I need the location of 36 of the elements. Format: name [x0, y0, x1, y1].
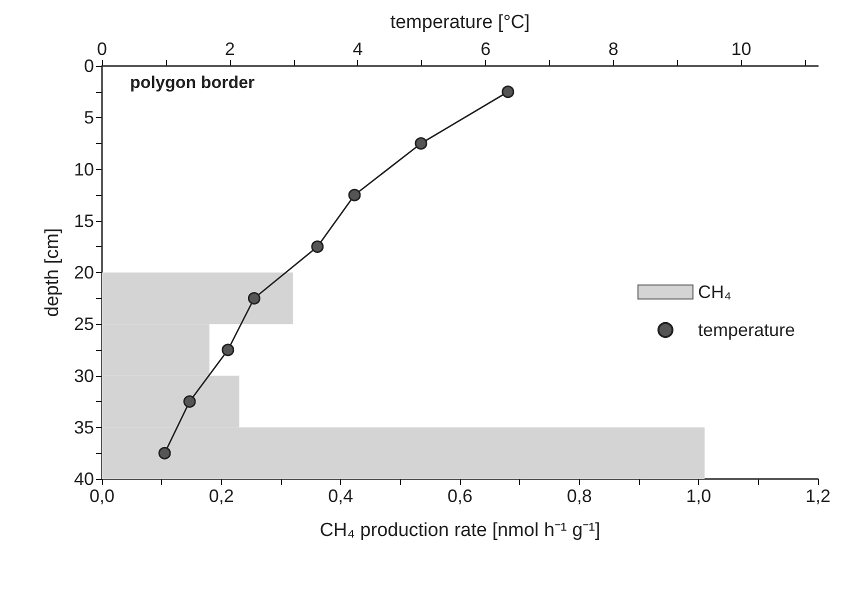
annotation: polygon border [130, 73, 256, 92]
y-tick-label: 15 [74, 210, 94, 231]
point [311, 240, 324, 253]
x-tick-label: 1,0 [686, 486, 712, 506]
x2-tick-label: 2 [224, 39, 235, 59]
y-tick-label: 35 [74, 417, 94, 438]
y-tick-label: 40 [74, 469, 94, 489]
y-tick-label: 30 [74, 366, 94, 386]
legend-label: temperature [698, 320, 796, 340]
y-tick-label: 25 [74, 314, 94, 334]
y-tick-label: 20 [74, 262, 94, 282]
x2-axis-title: temperature [°C] [390, 12, 530, 33]
x-tick-label: 0,4 [328, 486, 354, 506]
y-tick-label: 10 [74, 159, 94, 180]
legend-label: CH₄ [698, 282, 732, 302]
point [248, 292, 260, 305]
x-tick-label: 0,0 [89, 486, 115, 506]
x-tick-label: 1,2 [805, 486, 831, 506]
x-tick-label: 0,2 [208, 486, 234, 506]
y-tick-label: 5 [84, 108, 94, 128]
x-axis-title: CH₄ production rate [nmol h⁻¹ g⁻¹] [320, 520, 600, 541]
point [222, 344, 234, 356]
point [158, 446, 171, 460]
point [414, 137, 428, 150]
y-axis-title: depth [cm] [42, 228, 63, 317]
point [183, 395, 196, 408]
x2-tick-label: 8 [608, 39, 618, 59]
x2-tick-label: 0 [96, 39, 108, 59]
point [348, 188, 361, 202]
x2-tick-label: 4 [352, 39, 363, 59]
x-tick-label: 0,8 [566, 486, 592, 506]
x-tick-label: 0,6 [447, 486, 473, 506]
point [502, 86, 514, 98]
x2-tick-label: 6 [480, 39, 491, 59]
x2-tick-label: 10 [731, 39, 752, 59]
y-tick-label: 0 [84, 56, 94, 76]
